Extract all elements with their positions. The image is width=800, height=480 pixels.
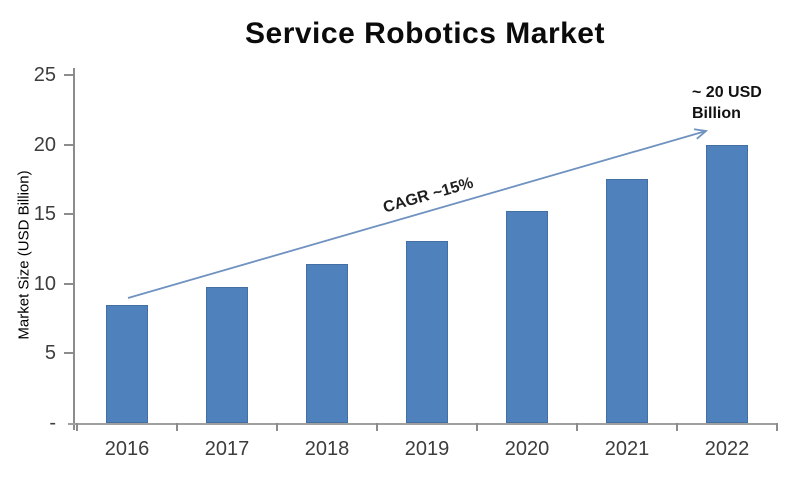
x-tick-mark bbox=[576, 423, 578, 431]
y-tick-mark bbox=[64, 143, 75, 146]
y-tick-label: - bbox=[49, 412, 56, 434]
y-tick-label: 5 bbox=[44, 342, 56, 365]
value-annotation: ~ 20 USD Billion bbox=[692, 84, 762, 122]
bar-2017 bbox=[206, 286, 248, 423]
x-axis-label: 2016 bbox=[104, 438, 150, 460]
x-tick-mark bbox=[676, 423, 678, 431]
x-axis-line bbox=[68, 423, 778, 425]
x-axis-label: 2019 bbox=[404, 438, 450, 460]
x-tick-mark bbox=[176, 423, 178, 431]
x-axis-label: 2022 bbox=[704, 438, 750, 460]
y-tick-label: 20 bbox=[33, 133, 56, 156]
y-axis-title: Market Size (USD Billion) bbox=[15, 170, 33, 340]
bar-2021 bbox=[606, 179, 648, 423]
x-tick-mark bbox=[276, 423, 278, 431]
y-tick-label: 25 bbox=[33, 64, 56, 86]
y-tick-mark bbox=[64, 282, 75, 285]
y-tick-mark bbox=[64, 213, 75, 216]
bar-2016 bbox=[106, 304, 148, 423]
y-tick-label: 15 bbox=[33, 203, 56, 226]
y-axis-line bbox=[73, 68, 75, 430]
x-axis-label: 2020 bbox=[504, 438, 550, 460]
x-tick-mark bbox=[476, 423, 478, 431]
chart-title: Service Robotics Market bbox=[245, 17, 605, 50]
x-tick-mark bbox=[776, 423, 778, 431]
bar-2019 bbox=[406, 240, 448, 423]
y-tick-label: 10 bbox=[33, 272, 56, 295]
x-tick-mark bbox=[76, 423, 78, 431]
x-tick-mark bbox=[376, 423, 378, 431]
bar-2018 bbox=[306, 264, 348, 423]
x-axis-label: 2017 bbox=[204, 438, 250, 460]
y-tick-mark bbox=[64, 74, 75, 76]
cagr-annotation: CAGR ~15% bbox=[381, 174, 476, 217]
x-axis-label: 2018 bbox=[304, 438, 350, 460]
x-axis-label: 2021 bbox=[604, 438, 650, 460]
y-tick-mark bbox=[64, 352, 75, 355]
bar-2020 bbox=[506, 211, 548, 423]
bar-2022 bbox=[706, 144, 748, 423]
